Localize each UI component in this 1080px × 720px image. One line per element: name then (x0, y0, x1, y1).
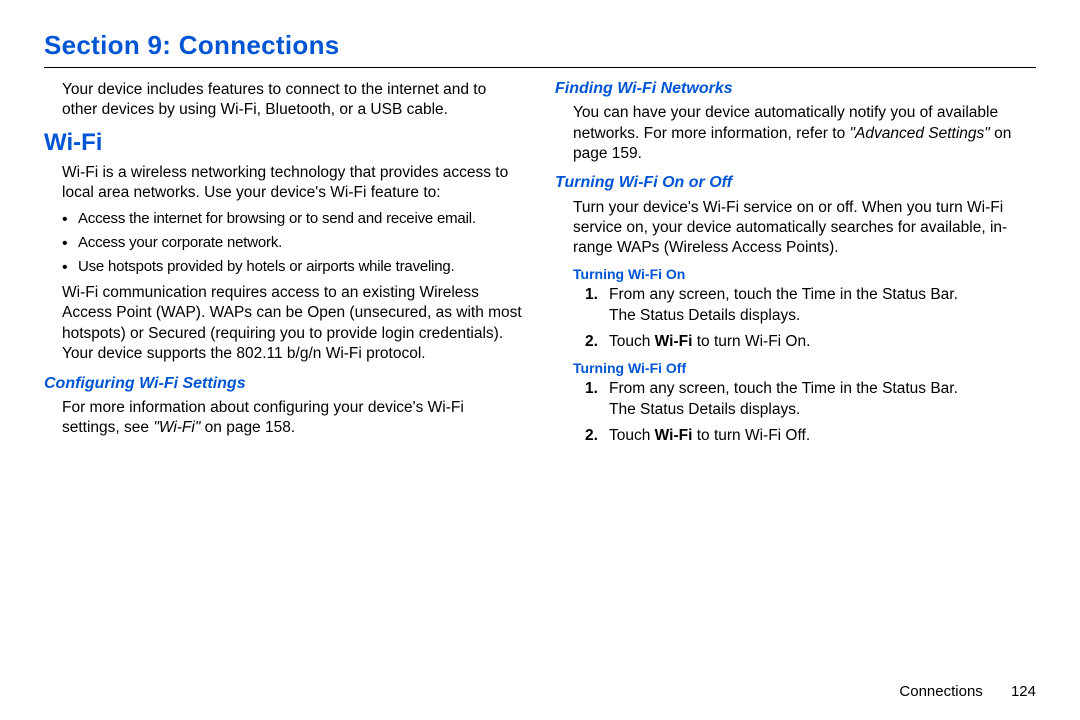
two-column-layout: Your device includes features to connect… (44, 78, 1036, 663)
finding-block: You can have your device automatically n… (555, 103, 1036, 164)
step-line: The Status Details displays. (609, 306, 958, 326)
turning-off-heading: Turning Wi-Fi Off (555, 359, 1036, 377)
step-text: From any screen, touch the Time in the S… (609, 285, 958, 326)
list-item: Access your corporate network. (62, 233, 525, 253)
list-item: Use hotspots provided by hotels or airpo… (62, 257, 525, 277)
text-span: to turn Wi-Fi Off. (692, 427, 810, 444)
page: Section 9: Connections Your device inclu… (0, 0, 1080, 720)
finding-paragraph: You can have your device automatically n… (573, 103, 1036, 164)
turning-on-steps: 1. From any screen, touch the Time in th… (555, 285, 1036, 352)
text-span: to turn Wi-Fi On. (692, 333, 810, 350)
wifi-bullet-list: Access the internet for browsing or to s… (62, 209, 525, 276)
right-column: Finding Wi-Fi Networks You can have your… (555, 78, 1036, 663)
bold-term: Wi-Fi (655, 333, 693, 350)
horizontal-rule (44, 67, 1036, 68)
bold-term: Wi-Fi (655, 427, 693, 444)
step-line: From any screen, touch the Time in the S… (609, 379, 958, 399)
config-block: For more information about configuring y… (44, 398, 525, 439)
step-line: The Status Details displays. (609, 400, 958, 420)
step-number: 1. (585, 285, 609, 326)
step-item: 1. From any screen, touch the Time in th… (573, 285, 1036, 326)
text-span: on page 158. (200, 419, 295, 436)
step-text: Touch Wi-Fi to turn Wi-Fi On. (609, 332, 810, 352)
onoff-block: Turn your device's Wi-Fi service on or o… (555, 198, 1036, 259)
footer-label: Connections (899, 683, 982, 700)
finding-heading: Finding Wi-Fi Networks (555, 78, 1036, 99)
text-span: Touch (609, 333, 655, 350)
page-number: 124 (1011, 683, 1036, 700)
turning-on-heading: Turning Wi-Fi On (555, 265, 1036, 283)
intro-paragraph: Your device includes features to connect… (62, 80, 525, 121)
step-number: 2. (585, 426, 609, 446)
step-number: 2. (585, 332, 609, 352)
turning-off-steps: 1. From any screen, touch the Time in th… (555, 379, 1036, 446)
section-title: Section 9: Connections (44, 30, 1036, 61)
list-item: Access the internet for browsing or to s… (62, 209, 525, 229)
wifi-block: Wi-Fi is a wireless networking technolog… (44, 163, 525, 365)
step-item: 2. Touch Wi-Fi to turn Wi-Fi On. (573, 332, 1036, 352)
left-column: Your device includes features to connect… (44, 78, 525, 663)
step-line: From any screen, touch the Time in the S… (609, 285, 958, 305)
step-text: Touch Wi-Fi to turn Wi-Fi Off. (609, 426, 810, 446)
step-text: From any screen, touch the Time in the S… (609, 379, 958, 420)
step-number: 1. (585, 379, 609, 420)
page-footer: Connections 124 (44, 663, 1036, 700)
onoff-heading: Turning Wi-Fi On or Off (555, 172, 1036, 193)
text-span: Touch (609, 427, 655, 444)
step-item: 1. From any screen, touch the Time in th… (573, 379, 1036, 420)
intro-block: Your device includes features to connect… (44, 80, 525, 121)
config-heading: Configuring Wi-Fi Settings (44, 373, 525, 394)
config-paragraph: For more information about configuring y… (62, 398, 525, 439)
step-item: 2. Touch Wi-Fi to turn Wi-Fi Off. (573, 426, 1036, 446)
wap-paragraph: Wi-Fi communication requires access to a… (62, 283, 525, 365)
onoff-paragraph: Turn your device's Wi-Fi service on or o… (573, 198, 1036, 259)
wifi-intro-paragraph: Wi-Fi is a wireless networking technolog… (62, 163, 525, 204)
reference-italic: "Wi-Fi" (153, 419, 200, 436)
reference-italic: "Advanced Settings" (850, 125, 990, 142)
wifi-heading: Wi-Fi (44, 127, 525, 159)
